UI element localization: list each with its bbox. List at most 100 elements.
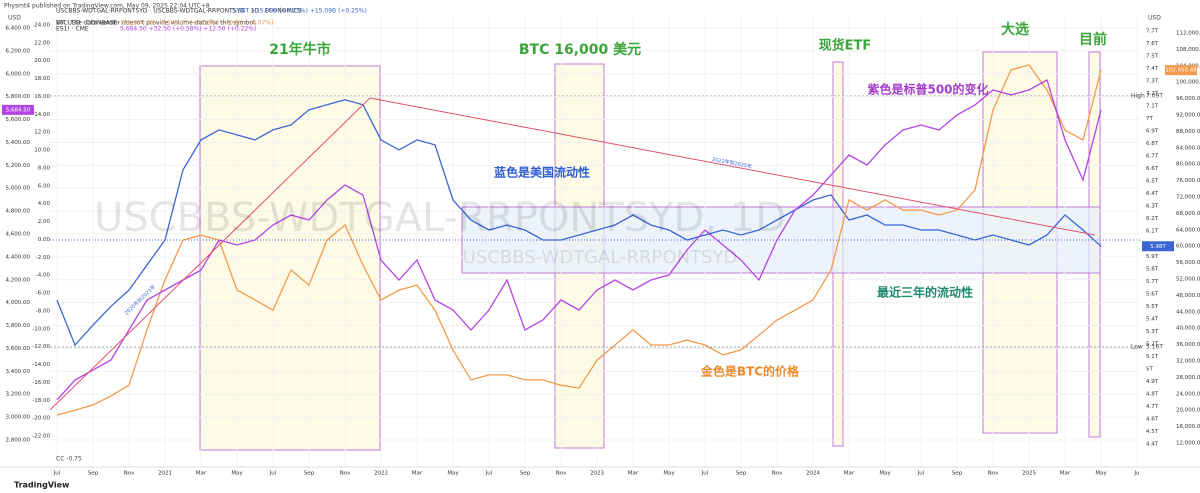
tick-label: 16,000.00 — [1176, 424, 1200, 430]
tick-label: 5.2T — [1146, 341, 1159, 347]
tick-label: 2,800.00 — [6, 438, 31, 444]
x-tick-label: Sep — [736, 471, 747, 477]
tick-label: 56,000.00 — [1176, 260, 1200, 266]
x-tick-label: Jul — [53, 471, 61, 477]
legend-name: BTCUSD · COINBASE — [56, 20, 117, 27]
tick-label: 6.2T — [1146, 216, 1159, 222]
tick-label: 6,400.00 — [6, 26, 31, 32]
tick-label: 5.3T — [1146, 329, 1159, 335]
tick-label: 18.00 — [34, 76, 50, 82]
tick-label: -2.00 — [36, 255, 51, 261]
tick-label: -14.00 — [32, 362, 50, 368]
currency-right: USD — [1148, 15, 1161, 22]
tick-label: 24.00 — [34, 23, 50, 29]
marks — [56, 64, 1102, 416]
legend-quote: 5,684.50 +32.50 (+0.58%) +12.50 (+0.22%) — [120, 26, 256, 33]
tick-label: 6.5T — [1146, 179, 1159, 185]
tick-label: 6.3T — [1146, 204, 1159, 210]
tick-label: 4.7T — [1146, 404, 1159, 410]
x-tick-label: May — [1095, 471, 1107, 477]
price-tag: 5.98T — [1150, 244, 1166, 250]
tick-label: 68,000.00 — [1176, 211, 1200, 217]
tick-label: -20.00 — [32, 416, 50, 422]
x-tick-label: Jul — [701, 471, 709, 477]
tick-label: 7.4T — [1146, 66, 1159, 72]
x-tick-label: Sep — [88, 471, 99, 477]
tick-label: 4,200.00 — [6, 277, 31, 283]
watermark: USCBBS-WDTGAL-RRPONTSYD, 1D — [94, 195, 786, 241]
tick-label: 12.00 — [34, 130, 50, 136]
tick-label: 3,600.00 — [6, 346, 31, 352]
tick-label: 44,000.00 — [1176, 309, 1200, 315]
tick-label: 5,400.00 — [6, 140, 31, 146]
watermark-small: USCBBS-WDTGAL-RRPONTSYD — [463, 247, 738, 268]
annotation: 目前 — [1079, 31, 1107, 48]
trend-line-2 — [369, 97, 1096, 236]
currency-left: USD — [8, 15, 21, 22]
x-tick-label: Nov — [772, 471, 783, 477]
tick-label: 3,200.00 — [6, 392, 31, 398]
tick-label: 84,000.00 — [1176, 145, 1200, 151]
tick-label: 20.00 — [34, 58, 50, 64]
annotation: 紫色是标普500的变化 — [867, 82, 988, 97]
x-tick-label: May — [231, 471, 243, 477]
x-tick-label: Mar — [412, 471, 423, 477]
tick-label: 72,000.00 — [1176, 195, 1200, 201]
annotation: 蓝色是美国流动性 — [494, 165, 590, 180]
x-tick-label: 2024 — [806, 471, 820, 477]
tick-label: 7.3T — [1146, 79, 1159, 85]
tick-label: 92,000.00 — [1176, 113, 1200, 119]
tick-label: 6.1T — [1146, 229, 1159, 235]
tick-label: 5.8T — [1146, 266, 1159, 272]
tick-label: 0.00 — [38, 237, 51, 243]
x-tick-label: 2023 — [590, 471, 604, 477]
tick-label: 100,000.00 — [1176, 80, 1200, 86]
publisher: Physmt4 published on TradingView.com, Ma… — [4, 3, 210, 10]
tick-label: 4,400.00 — [6, 254, 31, 260]
series-line — [56, 64, 1102, 416]
x-tick-label: Nov — [556, 471, 567, 477]
tick-label: 6,000.00 — [6, 71, 31, 77]
x-tick-label: Jul — [917, 471, 925, 477]
legend-quote: 5.98T +15.09B (+0.25%) +15.09B (+0.25%) — [232, 8, 367, 15]
tick-label: 4.6T — [1146, 416, 1159, 422]
tick-label: 76,000.00 — [1176, 178, 1200, 184]
tick-label: 12,000.00 — [1176, 441, 1200, 447]
footer: TradingView — [14, 481, 70, 490]
tick-label: 48,000.00 — [1176, 293, 1200, 299]
tick-label: 32,000.00 — [1176, 359, 1200, 365]
x-tick-label: 2022 — [374, 471, 388, 477]
x-tick-label: 2025 — [1022, 471, 1036, 477]
annotation: BTC 16,000 美元 — [519, 41, 641, 58]
x-tick-label: Mar — [1060, 471, 1071, 477]
legend-name: ES1! · CME — [56, 26, 89, 33]
tick-label: 28,000.00 — [1176, 375, 1200, 381]
tick-label: 80,000.00 — [1176, 162, 1200, 168]
price-tag-bg — [1142, 241, 1174, 252]
low-label: Low — [1131, 344, 1143, 351]
x-tick-label: Sep — [952, 471, 963, 477]
tick-label: -12.00 — [32, 344, 50, 350]
x-tick-label: Sep — [304, 471, 315, 477]
tick-label: 4,600.00 — [6, 232, 31, 238]
legend-name: USCBBS-WDTGAL-RRPONTSYD · USCBBS-WDTGAL-… — [56, 8, 302, 15]
tick-label: 7.5T — [1146, 54, 1159, 60]
price-tag-bg — [2, 104, 34, 115]
tick-label: 5T — [1146, 366, 1153, 372]
x-tick-label: Ju — [1133, 471, 1139, 477]
vol-note: Vol · The data vendor doesn't provide vo… — [56, 20, 257, 27]
tick-label: 4,000.00 — [6, 300, 31, 306]
tick-label: 6,200.00 — [6, 48, 31, 54]
tick-label: 5,200.00 — [6, 163, 31, 169]
annotation: 金色是BTC的价格 — [700, 364, 800, 379]
tick-label: 5.4T — [1146, 316, 1159, 322]
tick-label: 7.7T — [1146, 29, 1159, 35]
tick-label: -4.00 — [36, 273, 51, 279]
x-tick-label: 2021 — [158, 471, 172, 477]
annotation: 大选 — [1001, 21, 1029, 38]
tick-label: -18.00 — [32, 398, 50, 404]
tick-label: 3,800.00 — [6, 323, 31, 329]
high-label: High — [1131, 93, 1145, 100]
annotation: 21年牛市 — [269, 41, 330, 58]
